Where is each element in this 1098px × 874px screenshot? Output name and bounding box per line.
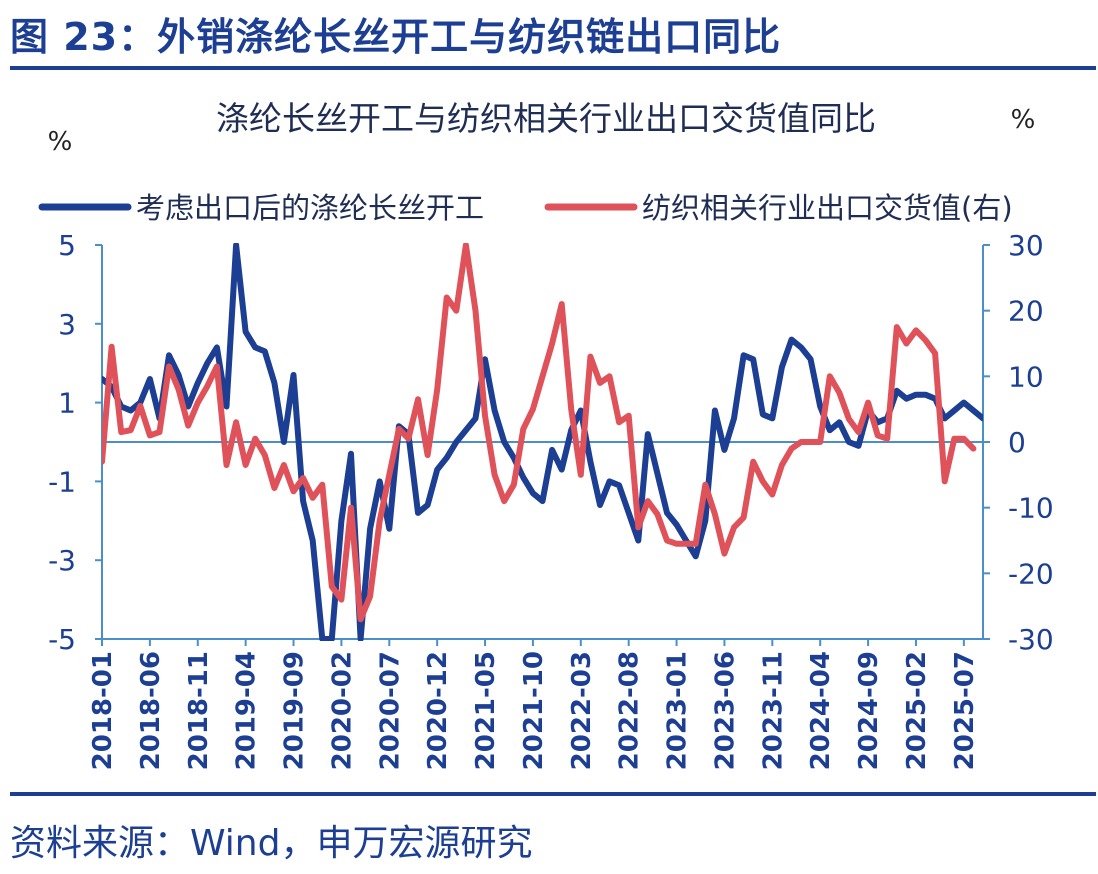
legend-label-series-1: 考虑出口后的涤纶长丝开工 [136, 191, 484, 225]
left-axis-unit: % [48, 127, 73, 157]
x-tick-label: 2024-09 [854, 651, 884, 770]
source-divider [10, 792, 1096, 796]
chart-title: 涤纶长丝开工与纺织相关行业出口交货值同比 [216, 99, 876, 138]
series-line-spinning-operating-rate [102, 243, 983, 641]
x-tick-label: 2020-02 [327, 651, 357, 770]
right-tick-label: -30 [1008, 623, 1054, 656]
dual-axis-line-chart: 涤纶长丝开工与纺织相关行业出口交货值同比 % % 考虑出口后的涤纶长丝开工 纺织… [38, 99, 1054, 770]
x-tick-label: 2023-01 [663, 651, 693, 770]
figure-title: 图 23：外销涤纶长丝开工与纺织链出口同比 [10, 15, 782, 59]
x-tick-label: 2020-07 [375, 651, 405, 770]
series-lines [102, 243, 983, 641]
right-tick-label: 20 [1008, 295, 1044, 328]
source-note: 资料来源：Wind，申万宏源研究 [10, 823, 533, 864]
x-tick-label: 2022-08 [615, 651, 645, 770]
right-tick-label: 10 [1008, 360, 1044, 393]
right-tick-label: -20 [1008, 557, 1054, 590]
series-line-textile-export-value [102, 243, 977, 623]
x-tick-label: 2018-06 [136, 651, 166, 770]
legend-label-series-2: 纺织相关行业出口交货值(右) [642, 191, 1013, 225]
right-axis-unit: % [1011, 105, 1036, 135]
left-tick-label: -5 [48, 623, 76, 656]
x-tick-label: 2023-11 [758, 651, 788, 770]
right-tick-label: 30 [1008, 229, 1044, 262]
x-tick-label: 2018-01 [88, 651, 118, 770]
left-tick-label: -3 [48, 544, 76, 577]
axes: 5 3 1 -1 -3 -5 30 20 10 0 -10 -20 -30 2018-01 2018-06 2… [48, 229, 1054, 770]
x-tick-label: 2020-12 [423, 651, 453, 770]
legend: 考虑出口后的涤纶长丝开工 纺织相关行业出口交货值(右) [38, 191, 1013, 225]
left-tick-label: 3 [58, 308, 76, 341]
right-tick-label: -10 [1008, 492, 1054, 525]
x-tick-label: 2025-02 [902, 651, 932, 770]
x-tick-label: 2024-04 [806, 651, 836, 770]
left-tick-label: -1 [48, 465, 76, 498]
x-tick-label: 2019-04 [232, 651, 262, 770]
left-tick-label: 5 [58, 229, 76, 262]
x-tick-label: 2021-05 [471, 651, 501, 770]
left-tick-label: 1 [58, 387, 76, 420]
x-tick-label: 2022-03 [567, 651, 597, 770]
x-tick-label: 2021-10 [519, 651, 549, 770]
x-tick-label: 2023-06 [710, 651, 740, 770]
x-tick-label: 2019-09 [280, 651, 310, 770]
title-divider [10, 66, 1096, 70]
x-tick-label: 2018-11 [184, 651, 214, 770]
right-tick-label: 0 [1008, 426, 1026, 459]
x-tick-label: 2025-07 [950, 651, 980, 770]
